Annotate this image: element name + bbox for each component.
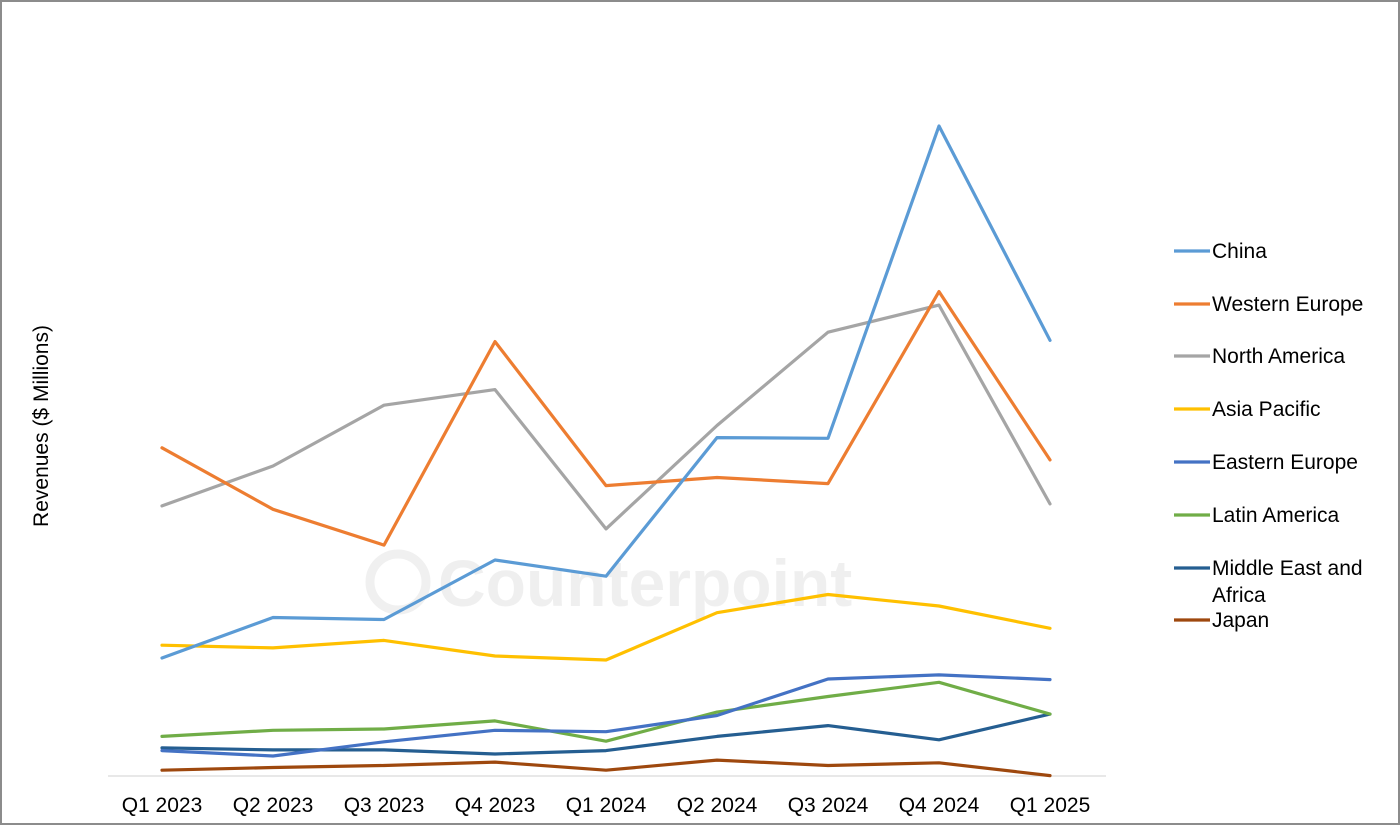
series-line-western-europe bbox=[162, 292, 1050, 545]
legend-label-middle-east-and-africa: Middle East and Africa bbox=[1212, 557, 1363, 607]
legend-label-latin-america: Latin America bbox=[1212, 504, 1340, 527]
x-tick-label: Q4 2023 bbox=[455, 794, 536, 817]
watermark: Counterpoint bbox=[370, 546, 852, 620]
x-tick-label: Q1 2024 bbox=[566, 794, 647, 817]
watermark-text: Counterpoint bbox=[438, 546, 852, 620]
series-lines bbox=[162, 126, 1050, 776]
legend-label-china: China bbox=[1212, 240, 1267, 263]
x-tick-label: Q2 2023 bbox=[233, 794, 314, 817]
legend-label-north-america: North America bbox=[1212, 345, 1345, 368]
x-tick-label: Q1 2023 bbox=[122, 794, 203, 817]
x-tick-label: Q3 2023 bbox=[344, 794, 425, 817]
legend-label-western-europe: Western Europe bbox=[1212, 293, 1363, 316]
series-line-eastern-europe bbox=[162, 675, 1050, 756]
x-axis-tick-labels: Q1 2023 Q2 2023 Q3 2023 Q4 2023 Q1 2024 Q2 20… bbox=[122, 794, 1091, 817]
series-line-north-america bbox=[162, 305, 1050, 529]
series-line-japan bbox=[162, 760, 1050, 776]
legend-label-asia-pacific: Asia Pacific bbox=[1212, 398, 1321, 421]
legend: China Western Europe North America Asia Pac… bbox=[1174, 240, 1363, 632]
legend-label-japan: Japan bbox=[1212, 609, 1269, 632]
x-tick-label: Q2 2024 bbox=[677, 794, 758, 817]
series-line-middle-east-and-africa bbox=[162, 714, 1050, 754]
legend-label-eastern-europe: Eastern Europe bbox=[1212, 451, 1358, 474]
x-tick-label: Q3 2024 bbox=[788, 794, 869, 817]
y-axis-title: Revenues ($ Millions) bbox=[30, 325, 53, 527]
x-tick-label: Q1 2025 bbox=[1010, 794, 1091, 817]
x-tick-label: Q4 2024 bbox=[899, 794, 980, 817]
